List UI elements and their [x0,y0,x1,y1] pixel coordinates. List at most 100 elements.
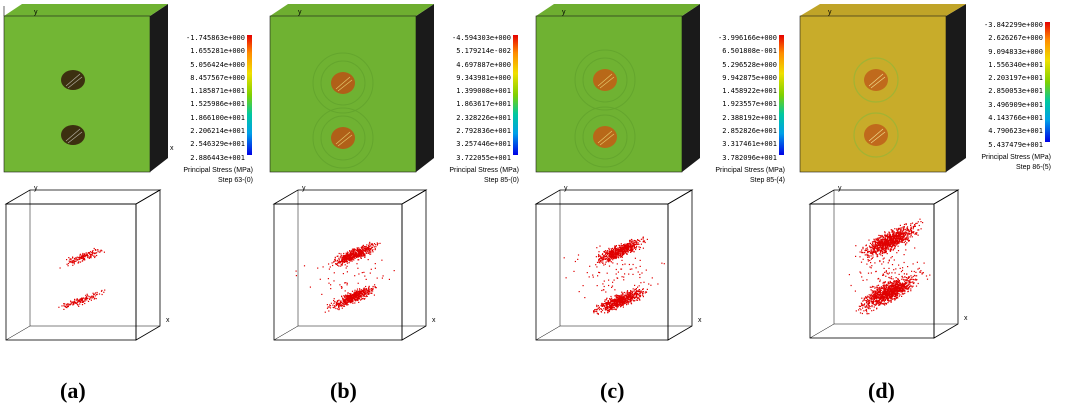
crack-point [895,242,897,245]
crack-point [359,255,361,257]
crack-point [887,299,889,301]
crack-point [887,247,889,249]
crack-point [640,290,642,292]
crack-point [891,298,893,300]
crack-point [338,308,340,310]
crack-point [917,268,919,270]
crack-point [636,299,639,301]
crack-point [866,313,868,315]
crack-point [891,295,893,298]
crack-point [358,253,360,255]
crack-point [365,292,367,295]
crack-point [90,254,92,256]
crack-point [902,228,905,230]
crack-point [620,248,622,250]
legend-title: Principal Stress (MPa) [449,167,519,174]
crack-point [888,231,890,233]
crack-point [360,299,362,301]
crack-point [630,298,632,300]
crack-point [94,293,96,295]
crack-point [887,294,889,296]
crack-point [347,254,349,256]
crack-point [881,234,883,237]
crack-point [610,299,612,301]
crack-point [889,285,891,287]
crack-point [904,231,906,234]
crack-point [893,280,895,282]
crack-point [877,248,879,250]
crack-point [94,256,96,259]
crack-point [598,253,600,256]
crack-point [74,301,76,303]
crack-point [885,251,887,253]
crack-point [879,289,881,291]
crack-point [884,238,886,240]
crack-point [86,254,89,256]
crack-point [329,305,332,307]
step-label: Step 86-(5) [1015,164,1051,171]
crack-point [871,252,874,254]
crack-point [352,251,355,253]
crack-point [606,309,608,311]
crack-point [343,301,345,303]
crack-point [603,308,605,310]
crack-point [332,306,334,308]
crack-point [893,295,895,297]
crack-point [629,295,631,297]
crack-point [355,299,357,301]
crack-point [343,295,345,297]
crack-point [883,290,885,292]
legend-value: 1.655281e+000 [190,47,245,56]
crack-point [76,259,78,261]
crack-point [611,304,613,306]
crack-point [609,307,612,309]
crack-point [643,281,645,283]
crack-point [863,299,865,301]
crack-point [630,243,632,245]
crack-point [592,274,594,276]
crack-point [637,239,639,241]
crack-point [909,236,911,238]
crack-point [354,293,356,295]
crack-point [868,301,870,303]
crack-point [363,246,365,248]
crack-point [364,291,366,293]
crack-point [632,243,634,245]
crack-point [374,244,377,246]
panel-c: y -3.996166e+000 6.501808e-001 5.296528e… [532,0,798,411]
crack-point [617,306,619,308]
crack-point [626,245,628,247]
crack-point [611,252,613,254]
crack-point [370,290,372,292]
crack-point [875,290,877,292]
crack-point [898,295,900,297]
crack-point [607,312,609,314]
crack-point [893,259,895,261]
crack-point [351,299,354,301]
legend-value: 1.863617e+001 [456,100,511,109]
crack-point [616,304,618,307]
crack-point [615,256,617,259]
crack-point [617,304,619,306]
crack-point [911,236,913,238]
crack-point [873,297,875,299]
crack-point [617,256,619,258]
crack-point [876,300,878,302]
crack-point [883,267,885,269]
crack-point [873,306,875,308]
crack-point [354,289,356,291]
crack-point [883,284,885,286]
crack-point [609,302,611,304]
crack-point [887,236,889,238]
crack-point [605,299,607,301]
crack-point [904,234,907,236]
crack-point [896,294,898,296]
crack-point [899,224,901,226]
crack-point [872,244,874,246]
crack-point [870,293,872,295]
crack-point [640,291,642,293]
crack-point [898,273,900,275]
crack-point [338,260,340,262]
crack-point [881,249,883,251]
crack-point [886,284,888,286]
